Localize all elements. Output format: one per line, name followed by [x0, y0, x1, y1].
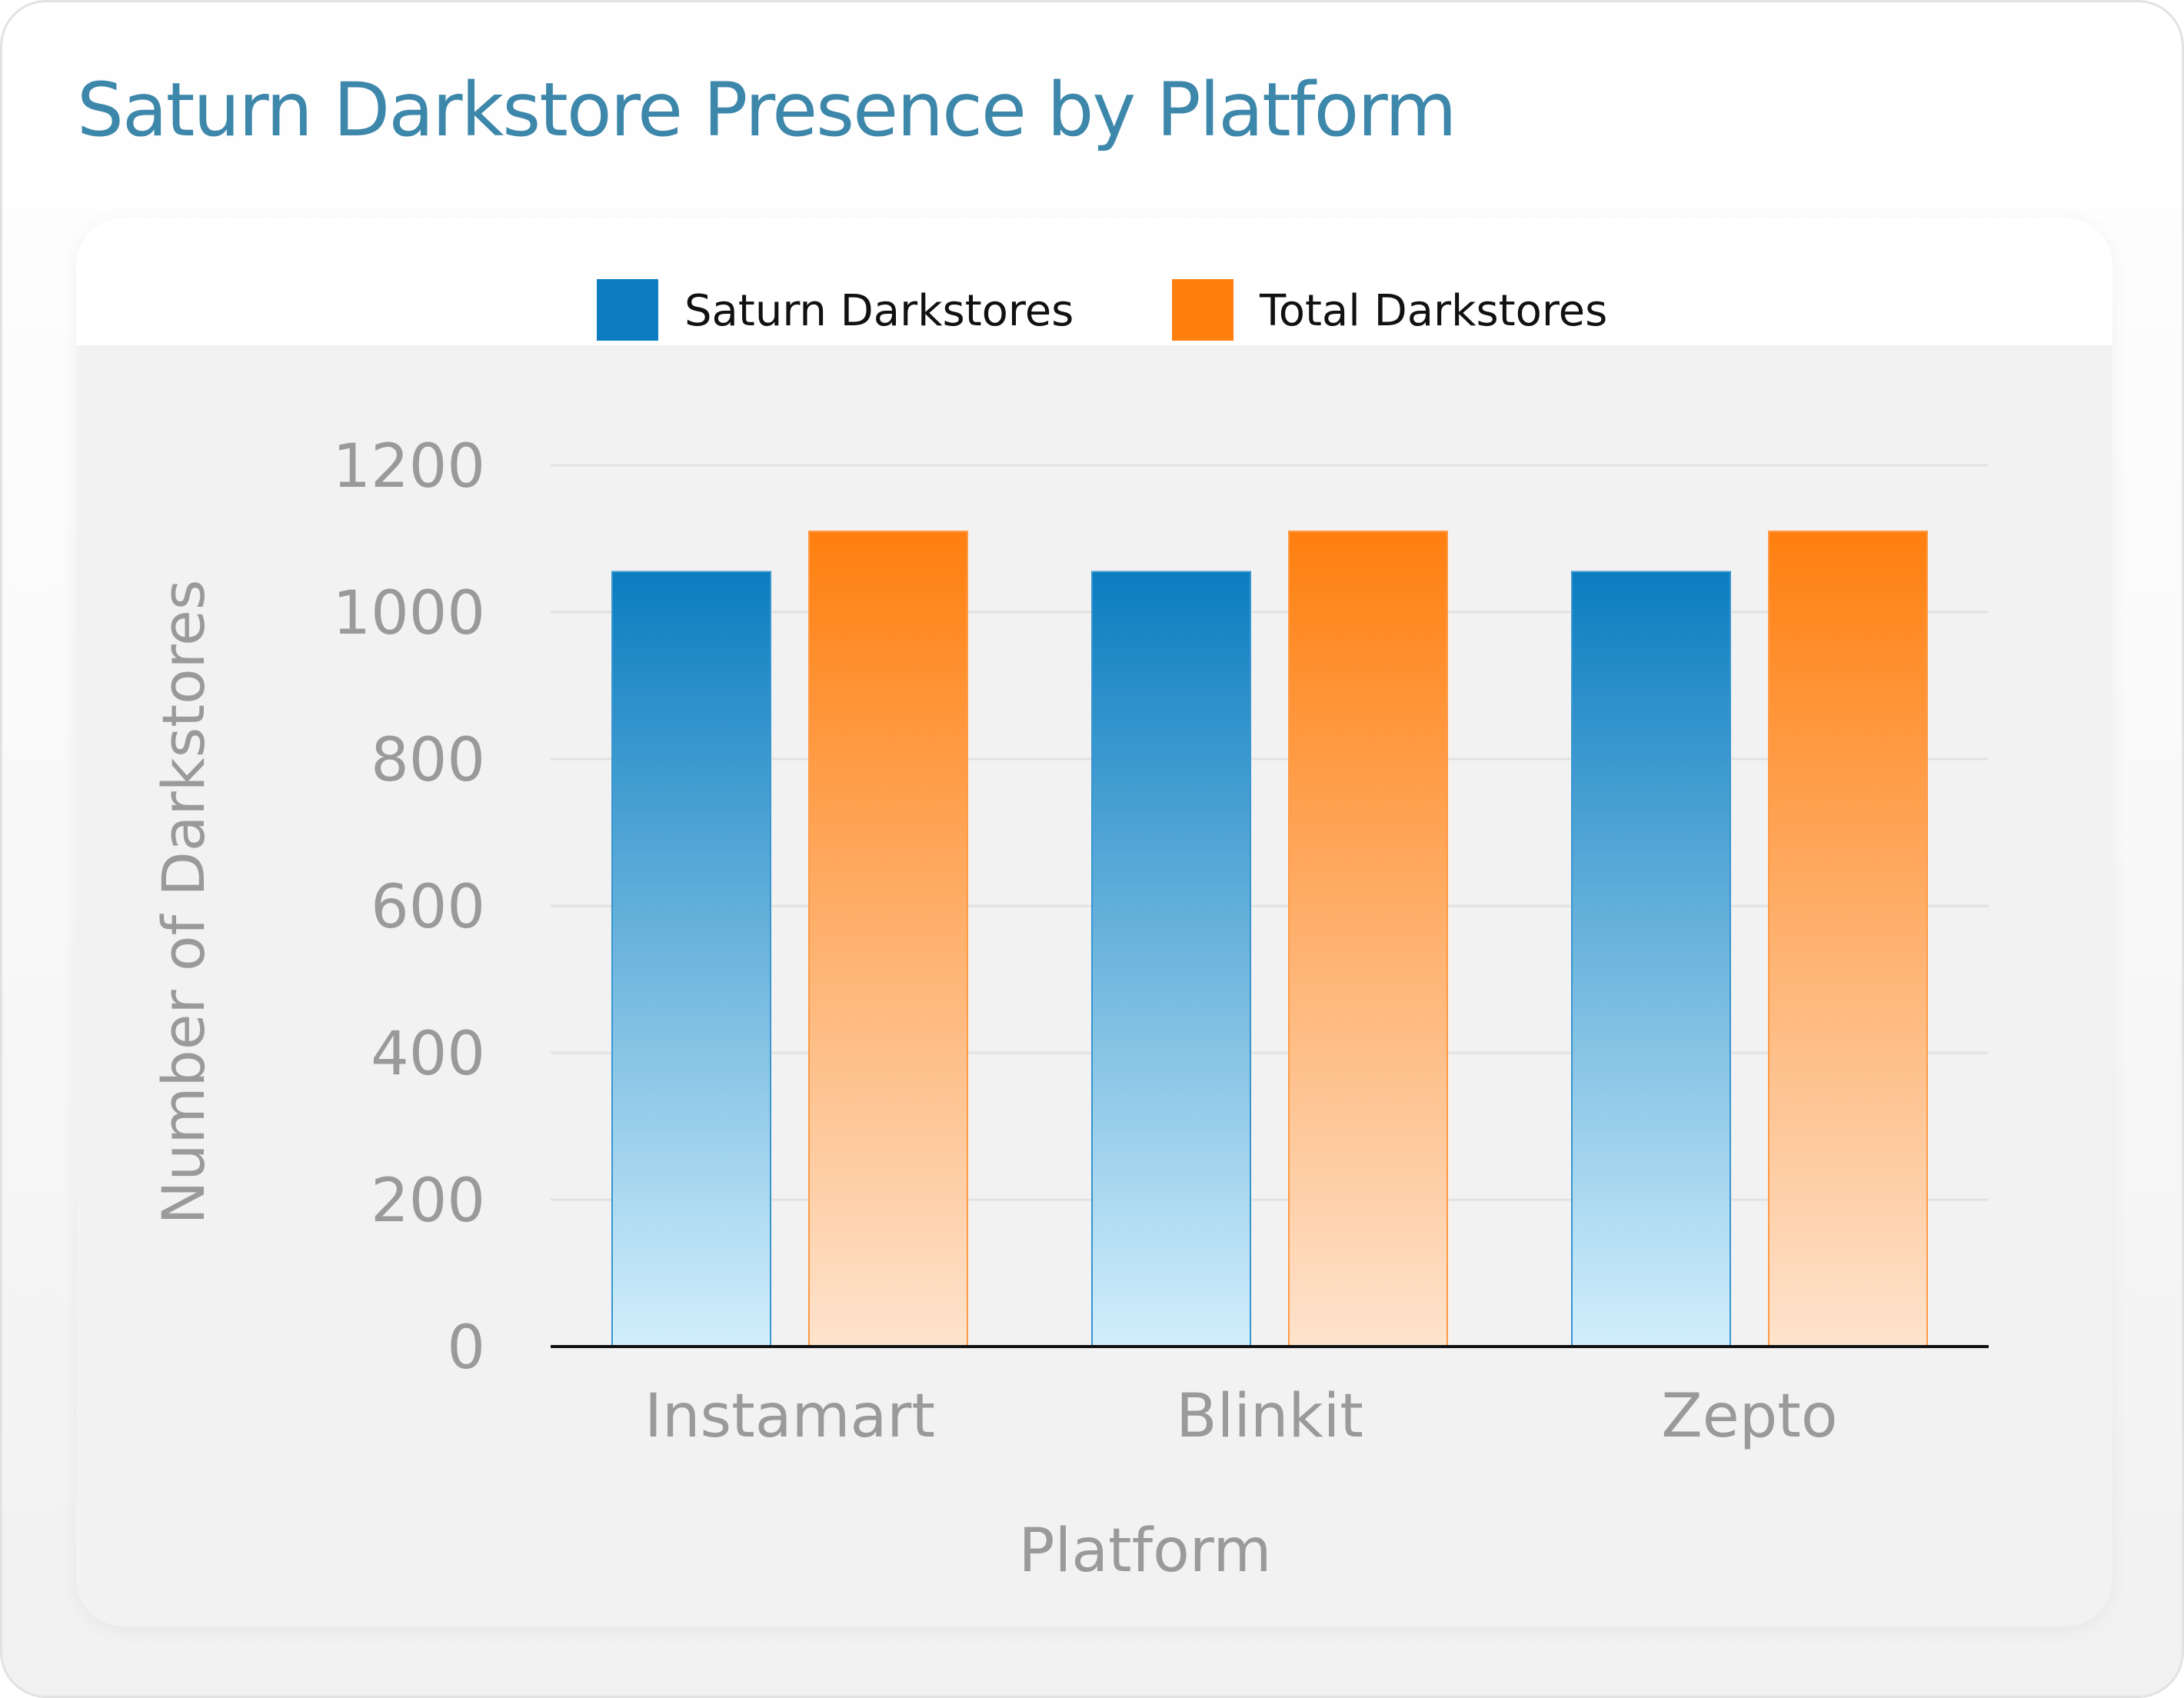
y-axis-label: Number of Darkstores: [149, 579, 218, 1224]
legend-swatch-saturn: [597, 279, 658, 341]
legend: Saturn Darkstores Total Darkstores: [597, 279, 1607, 341]
x-axis-label: Platform: [1019, 1517, 1272, 1586]
bar-saturn-blinkit: [1091, 571, 1251, 1347]
bar-saturn-instamart: [611, 571, 771, 1347]
x-tick-label: Blinkit: [1176, 1382, 1363, 1451]
legend-label-total: Total Darkstores: [1259, 286, 1607, 336]
y-tick-label: 1000: [332, 579, 485, 648]
bar-total-zepto: [1768, 530, 1928, 1348]
legend-label-saturn: Saturn Darkstores: [684, 286, 1074, 336]
bars: [611, 530, 1928, 1348]
chart-title: Saturn Darkstore Presence by Platform: [77, 67, 1457, 153]
bar-saturn-zepto: [1571, 571, 1731, 1347]
bar-total-instamart: [808, 530, 968, 1348]
y-tick-label: 1200: [332, 432, 485, 501]
x-tick-label: Instamart: [644, 1382, 935, 1451]
y-tick-label: 200: [371, 1167, 485, 1236]
x-tick-label: Zepto: [1661, 1382, 1837, 1451]
y-tick-labels: 0 200 400 600 800 1000 1200: [332, 432, 485, 1383]
grid-lines: [551, 464, 1989, 1201]
y-tick-label: 0: [447, 1313, 485, 1383]
y-tick-label: 600: [371, 873, 485, 942]
bar-total-blinkit: [1288, 530, 1448, 1348]
x-tick-labels: Instamart Blinkit Zepto: [644, 1382, 1838, 1451]
y-tick-label: 400: [371, 1020, 485, 1089]
legend-band: [76, 218, 2112, 345]
y-tick-label: 800: [371, 726, 485, 795]
legend-swatch-total: [1172, 279, 1233, 341]
